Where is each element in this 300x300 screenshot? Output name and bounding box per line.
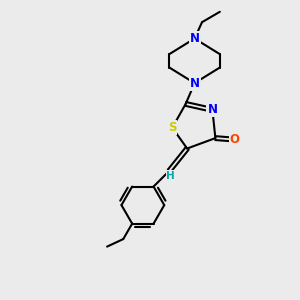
Text: O: O (230, 133, 240, 146)
Text: N: N (190, 32, 200, 45)
Text: N: N (207, 103, 218, 116)
Text: S: S (168, 121, 176, 134)
Text: N: N (190, 76, 200, 90)
Text: H: H (167, 171, 175, 181)
